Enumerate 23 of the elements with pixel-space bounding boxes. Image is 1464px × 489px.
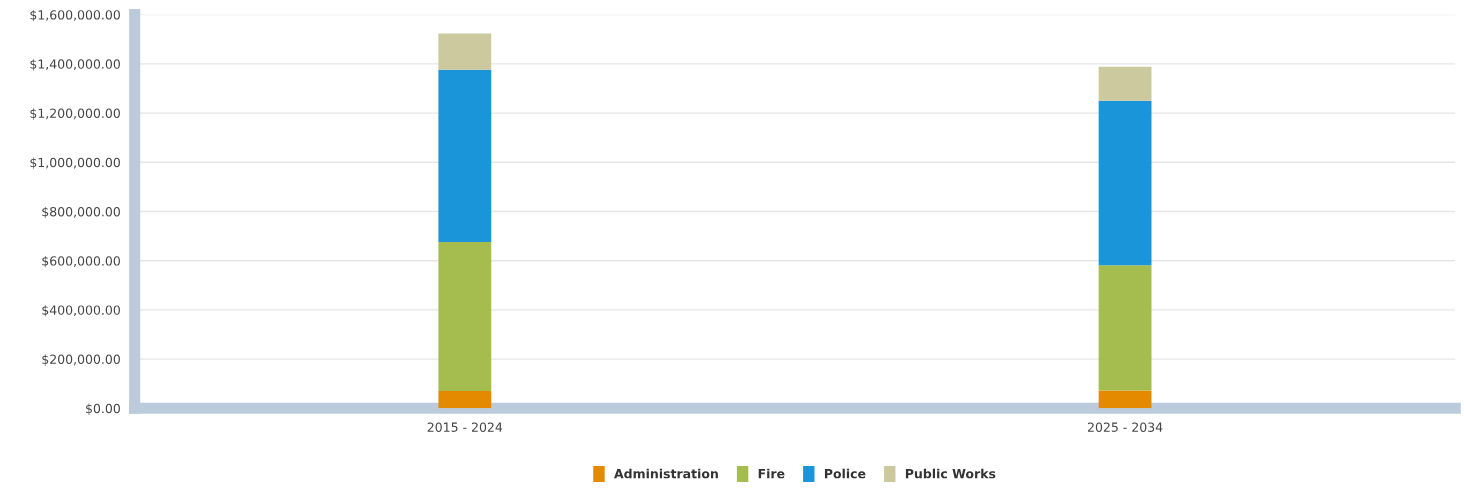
bar (438, 242, 492, 392)
bar (438, 69, 492, 242)
bar (1098, 66, 1152, 101)
legend-label: Fire (758, 468, 785, 479)
y-tick-label: $800,000.00 (42, 206, 120, 219)
y-tick-label: $400,000.00 (42, 305, 120, 317)
y-tick-label: $0.00 (86, 403, 120, 415)
bar (1098, 390, 1152, 409)
bar (1098, 265, 1152, 391)
bar (438, 33, 492, 70)
y-tick-label: $600,000.00 (42, 255, 120, 268)
legend-label: Police (824, 468, 866, 479)
legend-label: Administration (614, 468, 718, 479)
legend-label: Public Works (905, 468, 996, 479)
y-tick-label: $1,000,000.00 (30, 157, 120, 169)
x-tick-label: 2025 - 2034 (1087, 422, 1163, 432)
y-tick-label: $1,600,000.00 (30, 9, 120, 22)
y-tick-label: $1,200,000.00 (30, 108, 120, 120)
y-tick-label: $1,400,000.00 (30, 59, 120, 71)
bar (438, 391, 492, 409)
x-tick-label: 2015 - 2024 (427, 422, 503, 432)
bar (1098, 100, 1152, 266)
y-tick-label: $200,000.00 (42, 354, 120, 366)
